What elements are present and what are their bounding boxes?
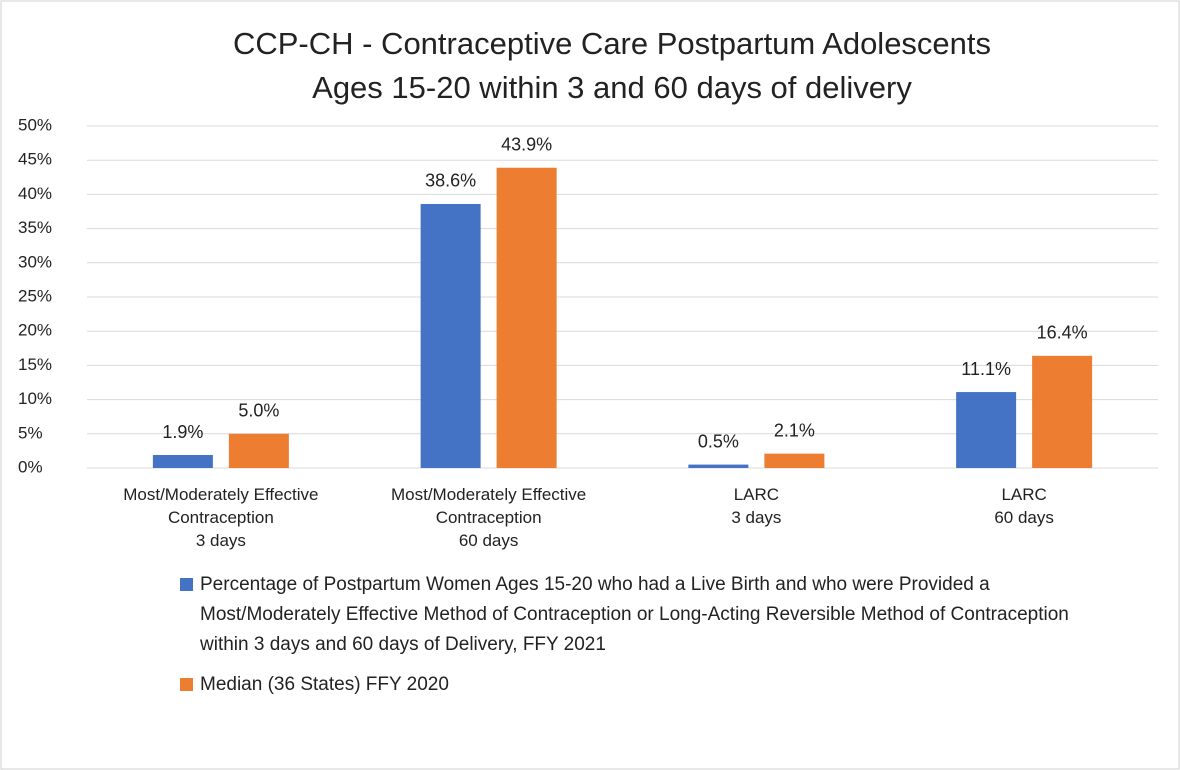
y-tick-label: 40% (18, 184, 52, 203)
data-label: 38.6% (425, 171, 476, 191)
data-label: 43.9% (501, 134, 552, 154)
legend: Percentage of Postpartum Women Ages 15-2… (180, 570, 1080, 710)
legend-item: Percentage of Postpartum Women Ages 15-2… (180, 570, 1080, 660)
legend-label: Percentage of Postpartum Women Ages 15-2… (200, 574, 1069, 655)
y-tick-label: 35% (18, 218, 52, 237)
y-tick-label: 30% (18, 252, 52, 271)
x-tick-label: Most/Moderately Effective Contraception 3 … (123, 485, 318, 550)
chart-title: CCP-CH - Contraceptive Care Postpartum A… (233, 26, 991, 61)
x-tick-label: LARC 3 days (731, 485, 781, 527)
chart-subtitle: Ages 15-20 within 3 and 60 days of deliv… (312, 70, 912, 105)
data-label: 5.0% (238, 401, 279, 421)
y-tick-label: 20% (18, 321, 52, 340)
bar (1032, 355, 1093, 468)
y-tick-label: 5% (18, 423, 43, 442)
bar (688, 464, 749, 468)
bar (496, 167, 557, 468)
data-label: 11.1% (961, 359, 1011, 379)
legend-swatch (180, 578, 193, 591)
data-label: 16.4% (1037, 323, 1088, 343)
y-tick-label: 10% (18, 389, 52, 408)
y-tick-label: 15% (18, 355, 52, 374)
data-label: 0.5% (698, 431, 739, 451)
bar (956, 392, 1017, 468)
y-tick-label: 50% (18, 115, 52, 134)
x-tick-label: LARC 60 days (994, 485, 1054, 527)
legend-item: Median (36 States) FFY 2020 (180, 670, 1080, 700)
data-label: 1.9% (162, 422, 203, 442)
data-label: 2.1% (774, 420, 815, 440)
bar (764, 453, 825, 468)
bar (228, 433, 289, 468)
y-tick-label: 25% (18, 286, 52, 305)
bar (152, 455, 213, 468)
legend-label: Median (36 States) FFY 2020 (200, 674, 449, 695)
y-tick-label: 0% (18, 457, 43, 476)
x-tick-label: Most/Moderately Effective Contraception 60… (391, 485, 586, 550)
legend-swatch (180, 678, 193, 691)
bar (420, 203, 481, 468)
y-tick-label: 45% (18, 150, 52, 169)
